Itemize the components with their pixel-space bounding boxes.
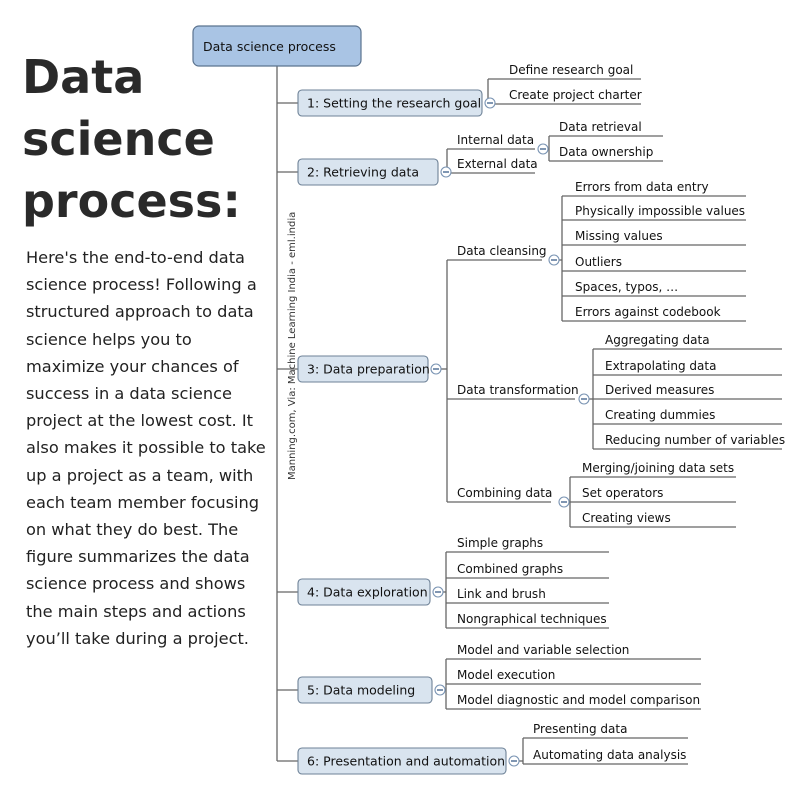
step-node[interactable]: 1: Setting the research goal <box>297 89 483 117</box>
root-node-label: Data science process <box>203 39 336 54</box>
leaf-item: Creating views <box>582 511 671 525</box>
leaf-item: Define research goal <box>509 63 633 77</box>
leaf-item: Errors against codebook <box>575 305 721 319</box>
leaf-item: Presenting data <box>533 722 627 736</box>
leaf-item: Model diagnostic and model comparison <box>457 693 700 707</box>
collapse-toggle-icon[interactable] <box>578 393 590 405</box>
leaf-item: Create project charter <box>509 88 642 102</box>
page-title: Data science process: <box>22 46 252 232</box>
collapse-toggle-icon[interactable] <box>430 363 442 375</box>
leaf-item: Creating dummies <box>605 408 715 422</box>
leaf-item: Spaces, typos, … <box>575 280 678 294</box>
leaf-item: Link and brush <box>457 587 546 601</box>
collapse-toggle-icon[interactable] <box>440 166 452 178</box>
group-label: External data <box>457 157 538 171</box>
collapse-toggle-icon[interactable] <box>558 496 570 508</box>
step-label: 2: Retrieving data <box>307 165 419 180</box>
leaf-item: Automating data analysis <box>533 748 686 762</box>
step-label: 4: Data exploration <box>307 585 428 600</box>
title-line: science <box>22 112 215 166</box>
leaf-item: Aggregating data <box>605 333 710 347</box>
collapse-toggle-icon[interactable] <box>508 755 520 767</box>
root-node[interactable]: Data science process <box>192 25 362 67</box>
leaf-item: Set operators <box>582 486 663 500</box>
description-text: Here's the end-to-end data science proce… <box>26 248 266 648</box>
leaf-item: Physically impossible values <box>575 204 745 218</box>
leaf-item: Errors from data entry <box>575 180 709 194</box>
collapse-toggle-icon[interactable] <box>548 254 560 266</box>
leaf-item: Model execution <box>457 668 555 682</box>
step-label: 6: Presentation and automation <box>307 754 505 769</box>
leaf-item: Simple graphs <box>457 536 543 550</box>
leaf-item: Model and variable selection <box>457 643 629 657</box>
step-node[interactable]: 3: Data preparation <box>297 355 430 383</box>
collapse-toggle-icon[interactable] <box>537 143 549 155</box>
collapse-toggle-icon[interactable] <box>484 97 496 109</box>
collapse-toggle-icon[interactable] <box>432 586 444 598</box>
step-label: 1: Setting the research goal <box>307 96 481 111</box>
group-label: Data transformation <box>457 383 579 397</box>
step-node[interactable]: 4: Data exploration <box>297 578 431 606</box>
step-node[interactable]: 5: Data modeling <box>297 676 433 704</box>
step-node[interactable]: 6: Presentation and automation <box>297 747 507 775</box>
collapse-toggle-icon[interactable] <box>434 684 446 696</box>
title-line: Data <box>22 50 145 104</box>
leaf-item: Data ownership <box>559 145 653 159</box>
group-label: Data cleansing <box>457 244 547 258</box>
leaf-item: Extrapolating data <box>605 359 716 373</box>
group-label: Combining data <box>457 486 552 500</box>
step-label: 5: Data modeling <box>307 683 415 698</box>
group-label: Internal data <box>457 133 534 147</box>
leaf-item: Nongraphical techniques <box>457 612 607 626</box>
leaf-item: Missing values <box>575 229 663 243</box>
step-label: 3: Data preparation <box>307 362 430 377</box>
title-line: process: <box>22 174 241 228</box>
leaf-item: Outliers <box>575 255 622 269</box>
leaf-item: Reducing number of variables <box>605 433 785 447</box>
leaf-item: Merging/joining data sets <box>582 461 734 475</box>
step-node[interactable]: 2: Retrieving data <box>297 158 439 186</box>
leaf-item: Data retrieval <box>559 120 642 134</box>
leaf-item: Derived measures <box>605 383 714 397</box>
leaf-item: Combined graphs <box>457 562 563 576</box>
